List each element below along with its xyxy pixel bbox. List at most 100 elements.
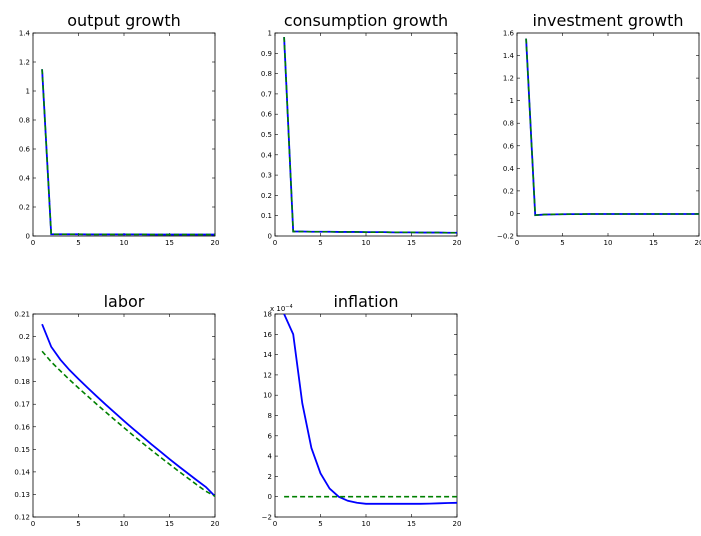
y-tick-label: 0.9 — [261, 50, 272, 58]
x-tick-label: 15 — [649, 239, 658, 247]
series-line-dashed — [525, 38, 699, 216]
y-exponent-label: x 10−4 — [270, 304, 293, 313]
x-tick-label: 10 — [362, 239, 371, 247]
x-tick-label: 0 — [273, 239, 277, 247]
x-tick-label: 0 — [273, 520, 277, 528]
series-line-solid — [283, 314, 457, 505]
y-tick-label: 0.15 — [14, 446, 30, 454]
y-tick-label: 1.4 — [19, 30, 31, 38]
y-tick-label: −2 — [262, 514, 272, 522]
y-tick-label: 0.4 — [19, 175, 31, 183]
x-tick-label: 0 — [515, 239, 519, 247]
x-tick-label: 0 — [31, 239, 35, 247]
y-tick-label: 0.6 — [261, 111, 273, 119]
series-line-solid — [41, 323, 215, 497]
y-exponent-power: −4 — [285, 304, 292, 310]
x-tick-label: 20 — [453, 239, 462, 247]
series-line-dashed — [41, 350, 215, 497]
y-tick-label: 1 — [268, 30, 272, 38]
y-tick-label: 0 — [268, 233, 272, 241]
y-tick-label: 0.4 — [261, 151, 273, 159]
x-tick-label: 15 — [165, 520, 174, 528]
subplot-title: investment growth — [532, 11, 683, 30]
y-tick-label: 4 — [268, 453, 273, 461]
y-tick-label: 1 — [510, 97, 514, 105]
y-tick-label: 0.3 — [261, 172, 272, 180]
x-tick-label: 20 — [695, 239, 701, 247]
x-tick-label: 5 — [76, 520, 80, 528]
axes-frame — [516, 32, 700, 237]
y-tick-label: 0.1 — [261, 212, 272, 220]
x-tick-label: 10 — [604, 239, 613, 247]
subplot-title: output growth — [67, 11, 181, 30]
y-tick-label: 0.14 — [14, 468, 30, 476]
x-tick-label: 5 — [560, 239, 564, 247]
subplot-title: labor — [104, 292, 145, 311]
x-tick-label: 15 — [407, 520, 416, 528]
y-tick-label: 1.6 — [503, 30, 515, 38]
y-tick-label: 0 — [26, 233, 30, 241]
subplot-3: investment growth05101520−0.200.20.40.60… — [497, 11, 701, 247]
y-tick-label: 16 — [263, 331, 272, 339]
y-tick-label: 0.18 — [14, 378, 30, 386]
x-tick-label: 5 — [318, 520, 322, 528]
y-tick-label: 8 — [268, 412, 272, 420]
x-tick-label: 15 — [407, 239, 416, 247]
axes-frame — [274, 313, 458, 518]
series-line-dashed — [41, 69, 215, 236]
y-tick-label: 2 — [268, 473, 272, 481]
y-tick-label: 0.6 — [503, 142, 515, 150]
y-tick-label: 0.2 — [19, 333, 30, 341]
y-tick-label: 0 — [510, 210, 514, 218]
x-tick-label: 10 — [120, 239, 129, 247]
axes-frame — [274, 32, 458, 237]
subplot-2: consumption growth 0 5 10 15 20 0 0.1 0.2 0.3 0.4 0… — [261, 11, 462, 247]
y-tick-label: 0.7 — [261, 90, 272, 98]
y-tick-label: 0.21 — [14, 311, 30, 319]
x-tick-label: 10 — [362, 520, 371, 528]
y-tick-label: 0.8 — [261, 70, 272, 78]
subplot-title: inflation — [333, 292, 398, 311]
y-tick-label: 0.8 — [19, 117, 30, 125]
y-tick-label: 1.2 — [19, 59, 30, 67]
x-tick-label: 20 — [211, 520, 220, 528]
y-tick-label: 0.12 — [14, 514, 30, 522]
x-tick-label: 20 — [211, 239, 220, 247]
y-tick-label: 0 — [268, 493, 272, 501]
axes-frame — [32, 32, 216, 237]
y-tick-label: 0.4 — [503, 165, 515, 173]
y-tick-label: 14 — [263, 351, 272, 359]
axes-frame — [32, 313, 216, 518]
x-tick-label: 5 — [76, 239, 80, 247]
y-tick-label: −0.2 — [497, 233, 514, 241]
y-tick-label: 0.17 — [14, 401, 30, 409]
y-tick-label: 0.5 — [261, 131, 272, 139]
x-tick-label: 20 — [453, 520, 462, 528]
y-tick-label: 0.6 — [19, 146, 31, 154]
x-tick-label: 0 — [31, 520, 35, 528]
y-tick-label: 12 — [263, 371, 272, 379]
series-line-dashed — [283, 37, 457, 234]
y-tick-label: 10 — [263, 392, 272, 400]
subplot-4: labor 0 5 10 15 20 0.12 0.13 0.14 0.15 0.16 0.17 0.1… — [14, 292, 219, 528]
y-tick-label: 0.2 — [261, 192, 272, 200]
y-tick-label: 1 — [26, 88, 30, 96]
y-tick-label: 0.2 — [19, 204, 30, 212]
y-tick-label: 0.16 — [14, 423, 30, 431]
y-tick-label: 0.8 — [503, 120, 514, 128]
y-tick-label: 1.4 — [503, 52, 515, 60]
y-tick-label: 1.2 — [503, 75, 514, 83]
y-tick-label: 0.19 — [14, 356, 30, 364]
subplot-title: consumption growth — [284, 11, 448, 30]
y-tick-label: 0.2 — [503, 187, 514, 195]
subplot-1: output growth 0 5 10 15 20 0 0.2 0.4 0.6 0.8 1 1.2 1.… — [19, 11, 220, 247]
x-tick-label: 5 — [318, 239, 322, 247]
x-tick-label: 15 — [165, 239, 174, 247]
y-tick-label: 18 — [263, 311, 272, 319]
x-tick-label: 10 — [120, 520, 129, 528]
y-tick-label: 0.13 — [14, 491, 30, 499]
y-tick-label: 6 — [268, 432, 273, 440]
y-exponent-base: x 10 — [270, 305, 285, 313]
